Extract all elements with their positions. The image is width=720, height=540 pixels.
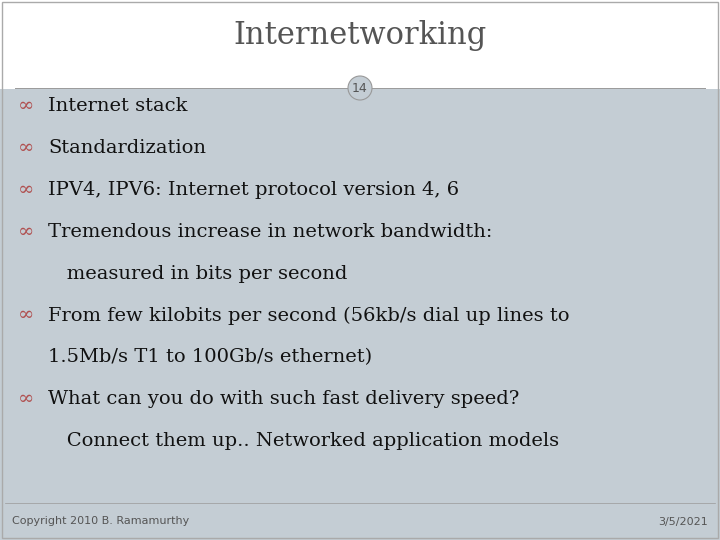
Text: ∞: ∞ [18,222,35,241]
Text: ∞: ∞ [18,307,35,325]
Bar [0,89,720,503]
Text: ∞: ∞ [18,390,35,408]
Text: 1.5Mb/s T1 to 100Gb/s ethernet): 1.5Mb/s T1 to 100Gb/s ethernet) [48,348,372,366]
Text: What can you do with such fast delivery speed?: What can you do with such fast delivery … [48,390,519,408]
Text: ∞: ∞ [18,97,35,115]
Text: 3/5/2021: 3/5/2021 [658,516,708,526]
Text: Internet stack: Internet stack [48,97,187,115]
Text: ∞: ∞ [18,139,35,157]
Bar [0,0,720,89]
Circle shape [348,76,372,100]
Text: Connect them up.. Networked application models: Connect them up.. Networked application … [48,432,559,450]
Text: Internetworking: Internetworking [233,20,487,51]
Text: Copyright 2010 B. Ramamurthy: Copyright 2010 B. Ramamurthy [12,516,189,526]
Text: From few kilobits per second (56kb/s dial up lines to: From few kilobits per second (56kb/s dia… [48,307,570,325]
Text: Standardization: Standardization [48,139,206,157]
Text: ∞: ∞ [18,181,35,199]
Text: 14: 14 [352,82,368,94]
Text: Tremendous increase in network bandwidth:: Tremendous increase in network bandwidth… [48,222,492,241]
Bar [0,503,720,540]
Text: IPV4, IPV6: Internet protocol version 4, 6: IPV4, IPV6: Internet protocol version 4,… [48,181,459,199]
Text: measured in bits per second: measured in bits per second [48,265,347,282]
